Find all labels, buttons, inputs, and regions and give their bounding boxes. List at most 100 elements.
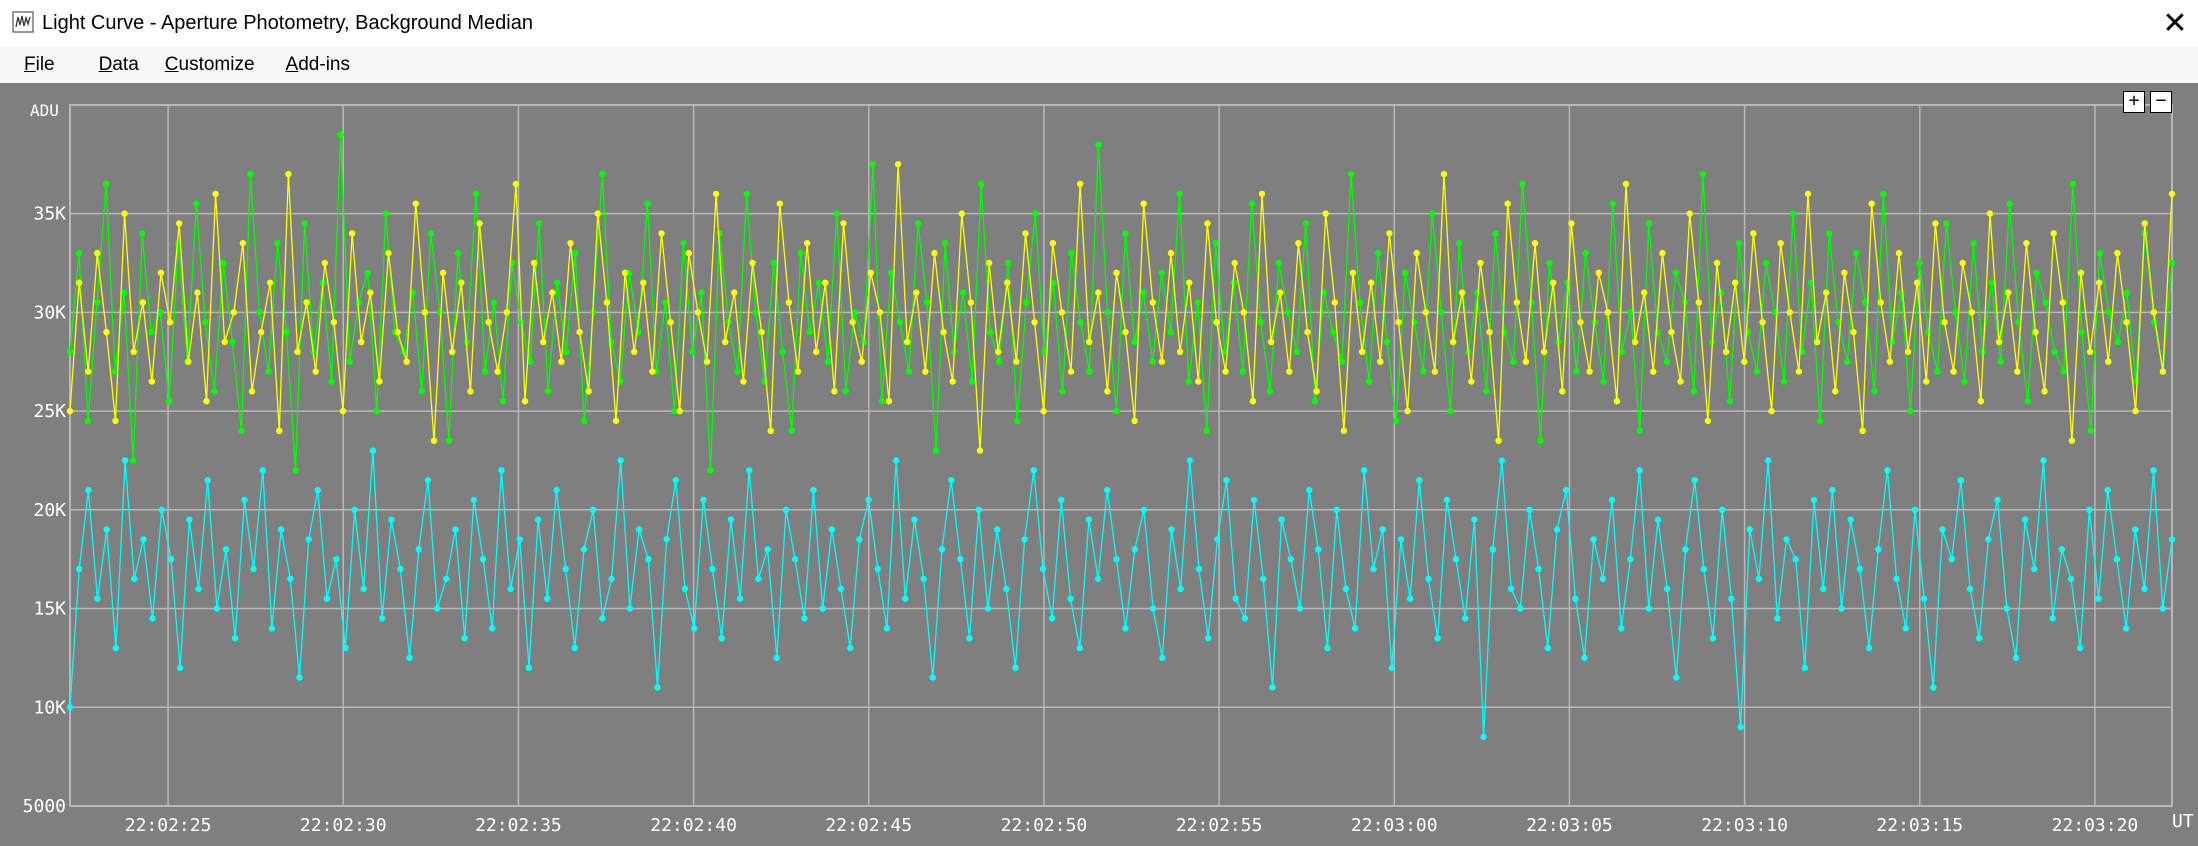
series-point-0	[2042, 299, 2049, 306]
series-point-2	[1443, 496, 1451, 504]
series-point-1	[1732, 279, 1739, 286]
series-point-2	[1223, 477, 1230, 484]
series-point-1	[2159, 368, 2167, 375]
series-point-0	[1347, 170, 1355, 178]
series-point-1	[1304, 328, 1311, 336]
series-point-1	[1377, 358, 1384, 365]
series-point-2	[1480, 733, 1487, 741]
series-point-2	[1654, 516, 1662, 523]
series-point-0	[1952, 309, 1959, 316]
series-point-1	[1886, 358, 1894, 365]
series-point-2	[892, 457, 900, 464]
menu-customize[interactable]: Customize	[163, 52, 257, 78]
series-point-0	[1925, 328, 1932, 336]
light-curve-app-icon	[12, 11, 34, 33]
series-point-0	[93, 299, 101, 306]
series-point-2	[1333, 506, 1340, 513]
series-point-0	[1826, 230, 1833, 237]
series-point-1	[1804, 190, 1812, 198]
series-point-2	[1131, 546, 1139, 553]
menu-file-mnemonic: F	[24, 53, 36, 75]
series-point-1	[1477, 259, 1484, 267]
series-point-2	[1985, 536, 1992, 543]
series-point-1	[1249, 398, 1257, 405]
series-point-2	[1406, 595, 1414, 602]
series-point-0	[833, 210, 840, 217]
series-point-2	[2104, 486, 2111, 494]
series-point-1	[1722, 348, 1730, 355]
series-point-2	[1076, 644, 1083, 652]
series-point-0	[1807, 279, 1815, 286]
series-point-2	[333, 556, 340, 563]
series-point-2	[608, 575, 615, 583]
series-point-2	[764, 546, 771, 553]
menu-file[interactable]: File	[22, 52, 57, 78]
series-point-2	[1719, 506, 1726, 513]
series-point-0	[1970, 240, 1977, 247]
series-point-1	[503, 309, 510, 316]
series-point-2	[984, 605, 992, 612]
series-point-1	[1941, 319, 1948, 326]
series-point-0	[1023, 299, 1030, 306]
series-point-0	[1320, 289, 1328, 296]
series-point-1	[467, 388, 474, 395]
series-point-2	[213, 605, 221, 612]
series-point-1	[1750, 230, 1757, 237]
series-point-2	[929, 674, 936, 681]
series-point-1	[1686, 210, 1693, 217]
series-point-2	[1214, 536, 1221, 543]
zoom-in-button[interactable]: +	[2123, 91, 2145, 113]
series-point-2	[874, 565, 881, 573]
series-point-1	[940, 328, 947, 336]
series-point-0	[1212, 240, 1219, 247]
menu-data[interactable]: Data	[97, 52, 141, 78]
series-point-1	[367, 289, 374, 296]
series-point-0	[869, 161, 877, 168]
series-point-1	[2114, 249, 2121, 257]
zoom-out-button[interactable]: −	[2150, 91, 2172, 113]
series-point-1	[1923, 378, 1930, 385]
series-point-1	[1786, 309, 1794, 316]
series-point-0	[1122, 230, 1129, 237]
series-point-0	[2024, 398, 2031, 405]
series-point-1	[1859, 427, 1866, 434]
series-point-1	[1176, 348, 1184, 355]
series-point-2	[250, 565, 257, 573]
series-point-0	[1519, 180, 1526, 188]
series-point-0	[481, 368, 489, 375]
series-point-1	[458, 279, 465, 286]
plot-area[interactable]: 5000 10K 15K 20K 25K 30K 35K 22:02:25 22:02:30 2…	[0, 83, 2198, 846]
series-point-0	[1374, 249, 1382, 257]
series-point-2	[1553, 526, 1561, 533]
series-point-2	[580, 546, 588, 553]
series-point-0	[1077, 319, 1084, 326]
series-point-0	[680, 240, 687, 247]
series-point-1	[157, 269, 165, 276]
series-point-1	[594, 210, 601, 217]
close-button[interactable]: ✕	[2162, 6, 2188, 40]
series-point-1	[1486, 328, 1493, 336]
series-point-1	[1031, 319, 1038, 326]
series-point-1	[1213, 319, 1220, 326]
series-point-0	[1248, 200, 1256, 207]
series-point-0	[1898, 289, 1905, 296]
series-point-2	[388, 516, 395, 523]
series-point-2	[1397, 536, 1405, 543]
series-point-2	[1875, 546, 1882, 553]
series-point-1	[749, 259, 756, 267]
series-point-1	[1868, 200, 1875, 207]
series-point-0	[788, 427, 795, 434]
series-point-2	[993, 526, 1001, 533]
menu-add-ins[interactable]: Add-ins	[284, 52, 352, 78]
series-point-1	[831, 388, 838, 395]
series-point-1	[75, 279, 83, 286]
series-point-0	[968, 378, 976, 385]
series-point-2	[773, 654, 780, 662]
series-point-2	[1599, 575, 1607, 583]
menu-customize-mnemonic: C	[164, 53, 179, 75]
series-point-2	[479, 556, 487, 563]
series-point-1	[703, 358, 711, 365]
series-point-0	[1979, 348, 1986, 355]
series-point-0	[1844, 358, 1851, 365]
series-point-2	[2159, 605, 2166, 612]
